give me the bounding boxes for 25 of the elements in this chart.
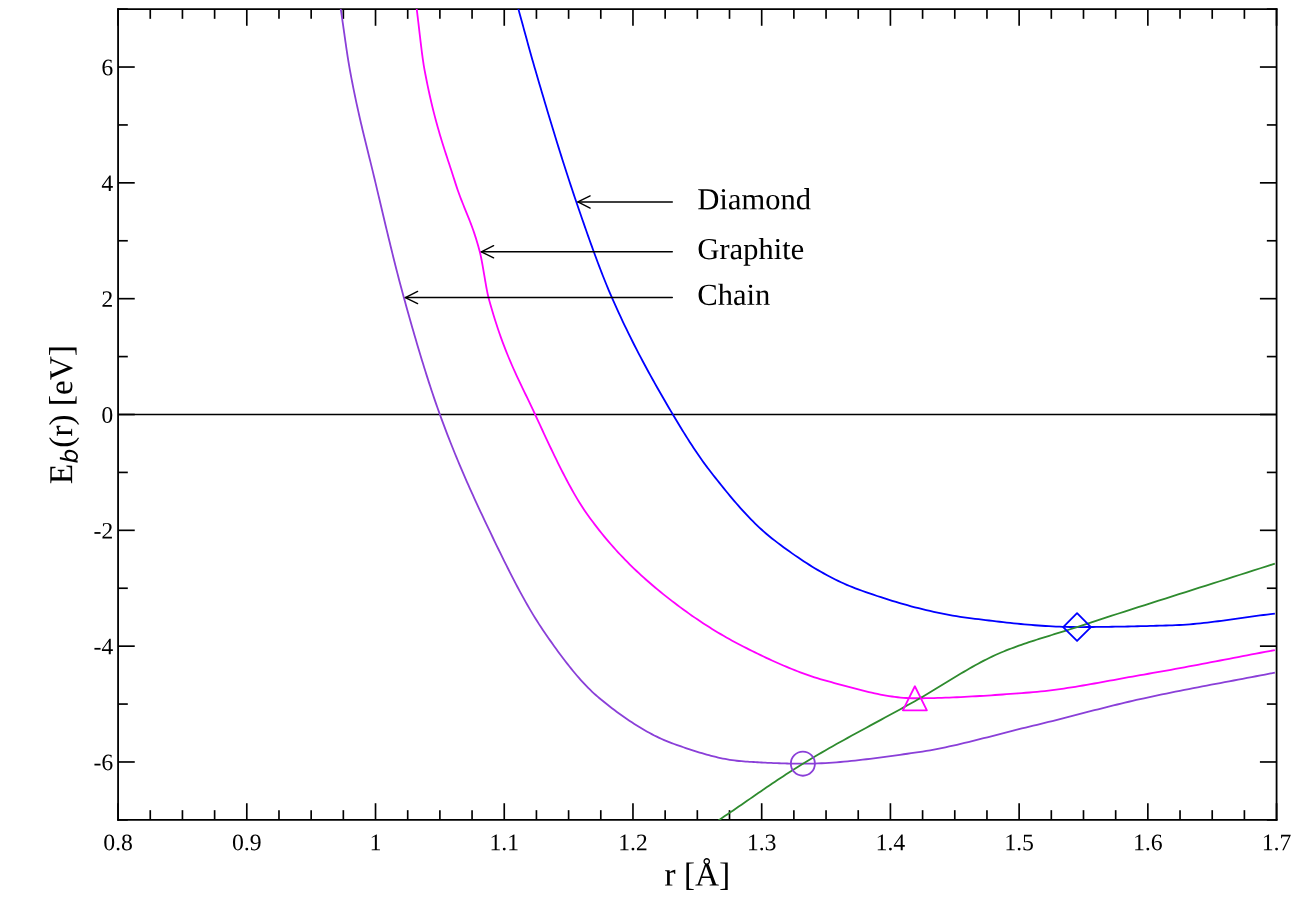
x-tick-label: 0.8 [104,834,132,851]
annotation: Diamond [698,188,811,210]
x-tick-label: 1.7 [1263,834,1291,851]
x-axis-title: r [Å] [665,858,728,891]
y-tick-label: 4 [101,175,113,192]
y-axis-title: E$_{b}$(r) [eV] [49,347,80,484]
y-tick-label: 0 [102,406,113,423]
y-tick-label: -2 [94,522,112,539]
annotation: Graphite [698,237,804,266]
point [789,750,816,777]
point [1062,612,1092,642]
y-tick-label: 6 [102,59,113,76]
x-tick-label: 0.9 [232,834,261,851]
x-tick-label: 1.2 [620,834,647,851]
x-tick-label: 1.1 [491,834,518,851]
x-tick-label: 1.6 [1135,834,1162,851]
x-tick-label: 1.5 [1006,834,1033,851]
annotation: Chain [698,283,770,306]
x-tick-label: 1 [371,834,381,851]
y-tick-label: 2 [102,291,112,307]
y-tick-label: -4 [94,638,113,655]
point [901,685,928,712]
x-tick-label: 1.3 [749,834,776,851]
x-tick-label: 1.4 [877,834,905,851]
y-tick-label: -6 [94,754,113,771]
